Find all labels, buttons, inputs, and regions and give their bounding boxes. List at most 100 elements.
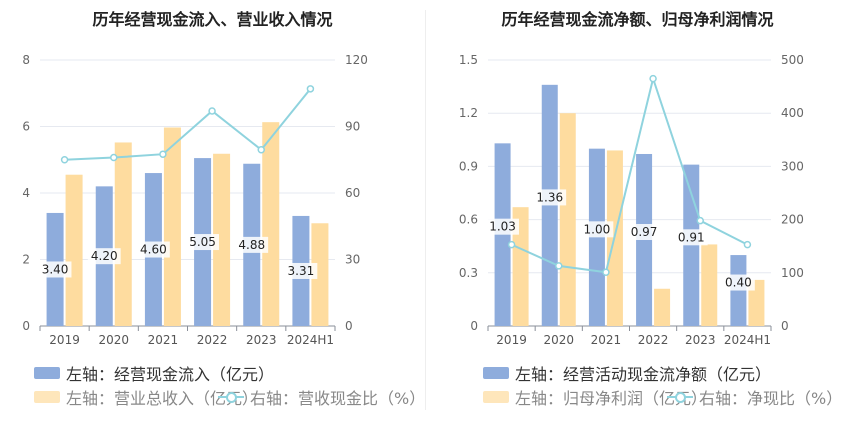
bar-secondary: [654, 288, 671, 326]
x-tick-label: 2024H1: [287, 333, 334, 347]
chart-plot-left: 0 2 4 6 8 0 30 60 90 120 2019 2020 2021 2022 2023 2024H…: [22, 53, 368, 347]
line-point: [555, 262, 563, 270]
x-tick-label: 2021: [591, 333, 622, 347]
data-label-background: [38, 261, 72, 278]
data-label: 1.03: [489, 220, 516, 234]
line-point: [110, 153, 118, 162]
bar-primary: [588, 148, 605, 326]
data-label-background: [580, 221, 614, 238]
line-point: [649, 74, 657, 83]
legend-line-swatch: [667, 391, 693, 403]
line-point: [257, 146, 265, 154]
bar-secondary: [748, 279, 765, 326]
legend-item-series-3[interactable]: 右轴：净现比（%）: [667, 385, 842, 409]
data-label: 3.40: [42, 262, 69, 276]
y-left-tick-label: 8: [22, 53, 30, 67]
data-label-background: [235, 236, 269, 253]
x-tick-label: 2020: [543, 333, 574, 347]
y-right-tick-label: 30: [345, 253, 360, 267]
line-series: [64, 88, 312, 161]
y-left-tick-label: 0.3: [459, 266, 478, 280]
y-left-tick-label: 2: [22, 253, 30, 267]
legend-swatch: [34, 367, 60, 379]
data-label: 1.00: [584, 222, 611, 236]
legend-swatch: [34, 391, 60, 403]
y-right-tick-label: 300: [781, 159, 804, 173]
chart-title: 历年经营现金流净额、归母净利润情况: [501, 10, 774, 29]
legend-label: 右轴：营收现金比（%）: [250, 389, 426, 408]
legend-item-series-3[interactable]: 右轴：营收现金比（%）: [218, 385, 425, 409]
chart-plot-right: 0 0.3 0.6 0.9 1.2 1.5 0 100 200 300 400 500 2019 2020…: [459, 53, 804, 347]
legend-item-series-2[interactable]: 左轴：归母净利润（亿元）: [483, 385, 707, 409]
y-right-tick-label: 90: [345, 120, 360, 134]
x-tick-label: 2022: [638, 333, 669, 347]
data-label: 3.31: [288, 264, 315, 278]
y-right-tick-label: 0: [345, 319, 353, 333]
line-point: [696, 216, 704, 225]
data-label: 0.91: [678, 230, 705, 244]
x-tick-label: 2023: [246, 333, 277, 347]
legend-label: 左轴：经营现金流入（亿元）: [66, 365, 275, 384]
legend-label: 左轴：营业总收入（亿元）: [66, 389, 259, 408]
data-label-background: [627, 223, 661, 240]
y-right-tick-label: 0: [781, 319, 789, 333]
bar-secondary: [512, 207, 529, 326]
data-label: 0.97: [631, 225, 658, 239]
y-right-tick-label: 500: [781, 53, 804, 67]
line-point: [208, 107, 216, 115]
y-left-tick-label: 6: [22, 120, 30, 134]
data-label: 5.05: [189, 235, 216, 249]
y-left-tick-label: 1.2: [459, 106, 478, 120]
bar-secondary: [262, 122, 280, 327]
x-tick-label: 2024H1: [724, 333, 771, 347]
data-label-background: [137, 241, 170, 258]
bar-secondary: [114, 142, 132, 326]
y-right-tick-label: 200: [781, 213, 804, 227]
legend-label: 右轴：净现比（%）: [699, 389, 843, 408]
y-right-tick-label: 400: [781, 106, 804, 120]
line-series: [511, 75, 748, 274]
panel-divider: [425, 10, 426, 410]
data-label-background: [722, 274, 755, 291]
y-right-tick-label: 120: [345, 53, 368, 67]
x-tick-label: 2020: [98, 333, 129, 347]
data-label-background: [87, 248, 121, 265]
chart-panel-right: 历年经营现金流净额、归母净利润情况 0 0.3 0.6 0.9 1.2 1.5 0 100 20…: [425, 0, 850, 437]
bar-secondary: [213, 153, 231, 326]
legend-line-swatch: [218, 391, 244, 403]
bar-secondary: [163, 127, 181, 326]
y-right-tick-label: 60: [345, 186, 360, 200]
data-label: 4.60: [140, 243, 167, 257]
line-point: [60, 156, 69, 164]
line-point: [306, 85, 315, 93]
legend-swatch: [483, 367, 509, 379]
legend-label: 左轴：经营活动现金流净额（亿元）: [515, 365, 772, 384]
bar-secondary: [559, 113, 576, 326]
data-label: 4.88: [238, 238, 265, 252]
data-label: 1.36: [536, 190, 563, 204]
y-left-tick-label: 0: [22, 319, 30, 333]
y-left-tick-label: 0.6: [459, 213, 478, 227]
y-left-tick-label: 0: [470, 319, 478, 333]
line-point: [507, 240, 516, 249]
bar-secondary: [311, 223, 329, 326]
data-label: 4.20: [91, 249, 118, 263]
data-label: 0.40: [725, 276, 752, 290]
legend-item-series-1[interactable]: 左轴：经营活动现金流净额（亿元）: [483, 361, 771, 385]
legend-item-series-1[interactable]: 左轴：经营现金流入（亿元）: [34, 361, 274, 385]
x-tick-label: 2021: [148, 333, 179, 347]
legend-swatch: [483, 391, 509, 403]
data-label-background: [486, 218, 519, 235]
y-left-tick-label: 4: [22, 186, 30, 200]
data-label-background: [186, 234, 219, 251]
data-label-background: [533, 189, 567, 206]
y-left-tick-label: 0.9: [459, 159, 478, 173]
line-point: [159, 150, 167, 158]
bar-secondary: [65, 174, 83, 326]
chart-panel-left: 历年经营现金流入、营业收入情况 0 2 4 6 8 0 30 60 90 120 2019 2020 2…: [22, 10, 425, 409]
data-label-background: [284, 262, 318, 279]
legend-item-series-2[interactable]: 左轴：营业总收入（亿元）: [34, 385, 258, 409]
line-point: [602, 268, 610, 277]
y-left-tick-label: 1.5: [459, 53, 478, 67]
x-tick-label: 2019: [49, 333, 80, 347]
